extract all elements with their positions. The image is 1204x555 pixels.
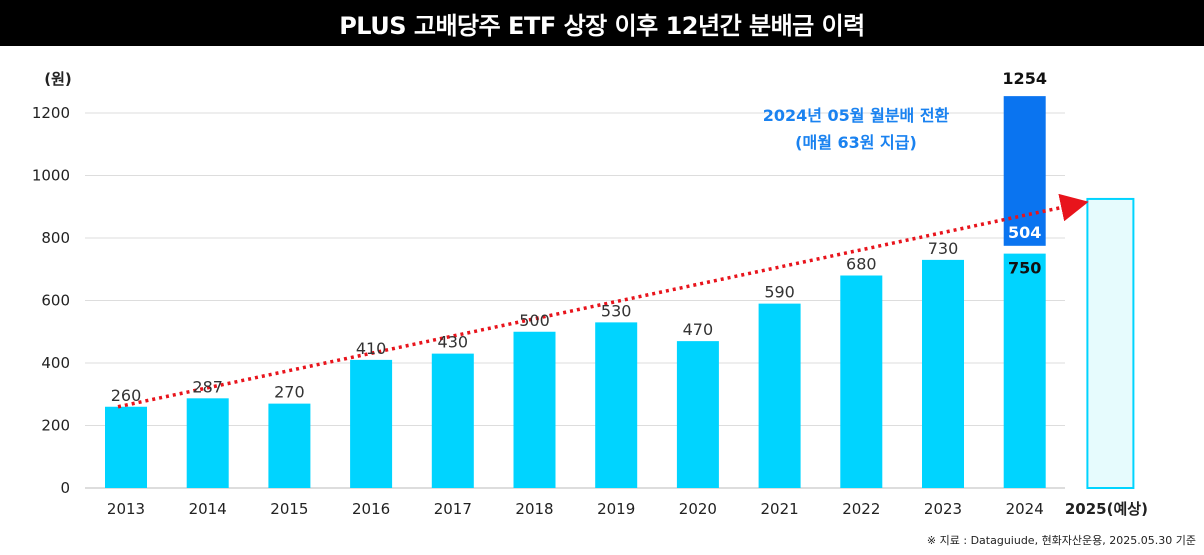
source-footnote: ※ 지료 : Dataguiude, 현화자산운용, 2025.05.30 기준 xyxy=(926,534,1196,547)
x-tick-label-2021: 2021 xyxy=(761,500,799,518)
bar-2013 xyxy=(105,406,147,488)
y-tick-label-1200: 1200 xyxy=(32,104,70,122)
x-tick-label-2018: 2018 xyxy=(515,500,553,518)
bar-2016 xyxy=(350,359,393,488)
x-tick-label-2024: 2024 xyxy=(1006,500,1044,518)
bar-2023 xyxy=(922,259,964,488)
bar-2021 xyxy=(758,303,801,488)
x-tick-label-2025(예상): 2025(예상) xyxy=(1065,500,1148,518)
annotation-line-2: (매월 63원 지급) xyxy=(795,133,917,152)
bar-2020 xyxy=(676,341,719,488)
value-label-2016: 410 xyxy=(356,339,387,358)
bar-2018 xyxy=(513,331,556,488)
x-tick-label-2016: 2016 xyxy=(352,500,390,518)
bar-2015 xyxy=(268,403,311,488)
bar-2019 xyxy=(595,322,638,488)
value-label-2017: 430 xyxy=(438,333,469,352)
value-label-2019: 530 xyxy=(601,301,632,320)
gridlines xyxy=(85,112,1065,489)
x-tick-label-2014: 2014 xyxy=(189,500,227,518)
value-label-2021: 590 xyxy=(764,283,795,302)
bar-2025-forecast xyxy=(1086,197,1135,489)
bar-chart: 0 200 400 600 800 1000 1200 (원) 2013 2014 2015 2016… xyxy=(32,69,1148,518)
value-label-2024-monthly: 504 xyxy=(1008,223,1041,242)
value-label-2018: 500 xyxy=(519,311,550,330)
value-label-2020: 470 xyxy=(683,320,714,339)
chart-title: PLUS 고배당주 ETF 상장 이후 12년간 분배금 이력 xyxy=(0,0,1204,46)
x-tick-label-2020: 2020 xyxy=(679,500,717,518)
value-label-2023: 730 xyxy=(928,239,959,258)
annotation-line-1: 2024년 05월 월분배 전환 xyxy=(763,106,950,125)
x-tick-label-2013: 2013 xyxy=(107,500,145,518)
value-label-2014: 287 xyxy=(192,377,223,396)
trend-line-path xyxy=(117,193,1089,409)
x-tick-label-2017: 2017 xyxy=(434,500,472,518)
trend-line xyxy=(117,193,1089,409)
y-tick-label-0: 0 xyxy=(60,479,70,497)
x-tick-label-2015: 2015 xyxy=(270,500,308,518)
bar-2024-monthly-segment xyxy=(1003,96,1046,246)
bar-2024 xyxy=(1003,253,1046,488)
y-tick-label-800: 800 xyxy=(41,229,70,247)
bar-2017 xyxy=(431,353,474,488)
y-axis-unit-label: (원) xyxy=(44,70,72,88)
value-label-2015: 270 xyxy=(274,383,305,402)
y-tick-label-400: 400 xyxy=(41,354,70,372)
x-tick-label-2022: 2022 xyxy=(842,500,880,518)
value-label-2022: 680 xyxy=(846,255,877,274)
y-tick-label-1000: 1000 xyxy=(32,167,70,185)
y-tick-label-200: 200 xyxy=(41,417,70,435)
bar-2014 xyxy=(186,398,229,488)
value-label-2024-total: 1254 xyxy=(1002,69,1047,88)
x-tick-label-2019: 2019 xyxy=(597,500,635,518)
bar-2022 xyxy=(840,275,883,488)
value-label-2013: 260 xyxy=(111,386,142,405)
labels: 0 200 400 600 800 1000 1200 (원) 2013 2014 2015 2016… xyxy=(32,69,1148,518)
bars xyxy=(105,96,1135,489)
y-tick-label-600: 600 xyxy=(41,292,70,310)
value-label-2024: 750 xyxy=(1008,259,1041,278)
x-tick-label-2023: 2023 xyxy=(924,500,962,518)
